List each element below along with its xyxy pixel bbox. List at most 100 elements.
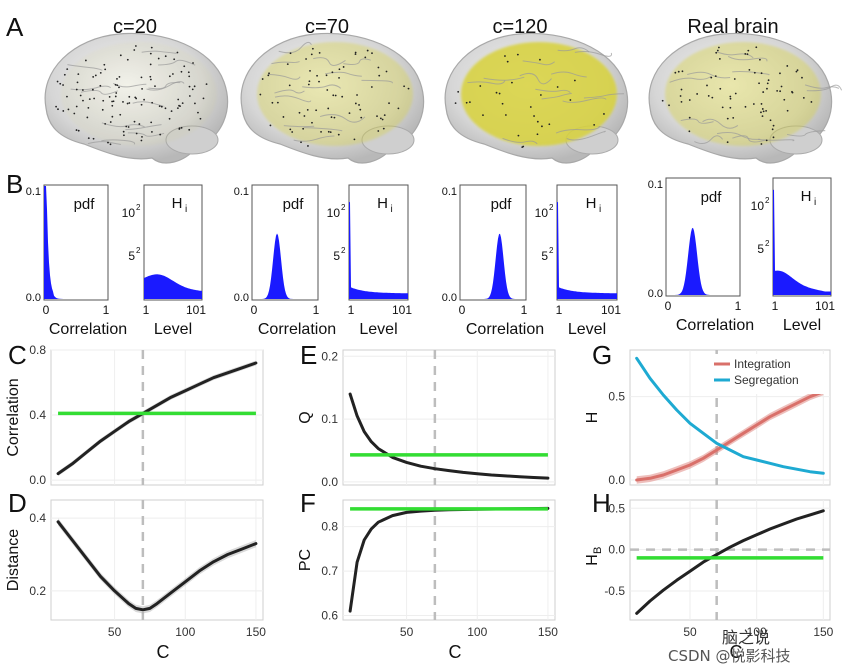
brain-node [178,127,181,130]
pdf-ytick: 0.0 [442,292,457,304]
pdf-ytick: 0.0 [26,292,41,304]
pdf-label: pdf [74,196,96,213]
brain-sulcus [267,73,301,80]
brain-node [715,51,718,54]
brain-sulcus [87,141,121,145]
brain-node [482,114,484,116]
brain-node [779,90,782,93]
brain-node [87,137,90,140]
brain-node [791,91,794,94]
brain-node [126,102,129,105]
brain-node [539,94,542,96]
y-tick-label: 0.2 [29,584,46,598]
plot-c: 0.0 0.4 0.8 Correlation [5,343,264,487]
y-axis-label: Distance [5,529,22,591]
brain-sulcus [550,71,587,78]
hi-ytick-exp: 2 [765,196,770,205]
brain-node [104,122,107,125]
brain-node [99,71,102,74]
brain-node [143,98,145,101]
brain-node [354,51,357,54]
brain-node [164,55,167,58]
y-axis-label: PC [297,549,314,571]
brain-node [140,76,143,79]
hi-ytick: 5 [757,242,764,256]
brain-sulcus [148,82,181,90]
brain-node [371,52,373,55]
brain-node [378,74,381,77]
brain-node [771,128,774,131]
brain-node [149,78,152,81]
brain-node [796,69,799,72]
brain-sulcus [716,132,761,140]
y-tick-label: 0.4 [29,408,46,422]
brain-node [337,133,340,136]
brain-node [661,99,664,102]
brain-node [154,85,156,88]
brain-node [529,106,532,108]
hi-xtick: 101 [601,303,621,317]
brain-node [191,88,194,91]
brain-node [291,131,294,133]
brain-node [79,94,82,97]
hi-xtick: 101 [392,303,412,317]
brain-sulcus [806,84,843,92]
brain-node [732,116,735,119]
brain-node [381,118,384,121]
brain-node [199,117,202,120]
brain-sulcus [343,58,371,65]
brain-node [338,68,341,71]
brain-node [762,91,765,93]
y-axis-label-sub: B [592,547,604,554]
brain-node [123,134,125,137]
brain-sulcus [702,118,739,129]
brain-node [87,106,90,109]
brain-node [307,145,309,147]
brain-sulcus [302,84,342,89]
brain-node [760,72,763,75]
brain-sulcus [467,80,506,85]
pdf-ytick: 0.1 [234,186,249,198]
brain-node [729,106,732,109]
brain-node [726,141,729,144]
brain-node [157,57,160,60]
brain-node [111,115,114,118]
brain-sulcus [786,130,826,137]
hi-xlabel: Level [359,321,397,338]
legend-entry: Integration [734,357,791,371]
brain-node [327,107,330,110]
brain-node [205,83,208,86]
brain-sulcus [566,130,606,141]
hi-ytick-exp: 2 [549,246,554,255]
brain-node [711,96,714,99]
y-tick-label: 0.5 [608,501,625,515]
pdf-xtick: 0 [665,299,672,313]
brain-node [111,104,114,107]
brain-node [116,77,118,80]
brain-node [62,84,64,86]
hi-xlabel: Level [783,317,821,334]
x-tick-label: 150 [538,625,558,639]
brain-node [318,80,320,83]
brain-node [382,127,385,130]
x-tick-label: 150 [813,625,833,639]
brain-node [760,143,763,145]
brain-node [677,70,680,73]
hi-xtick: 1 [772,299,779,313]
brain-sulcus [303,127,343,132]
brain-node [311,121,313,124]
brain-node [696,93,699,95]
line-plots: 0.0 0.4 0.8 Correlation 0.2 0.4 50 100 150 Distan… [5,343,834,662]
brain-node [311,47,314,50]
brain-sulcus [574,50,613,57]
brain-node [747,49,750,52]
brain-sulcus [727,55,768,62]
brains-row: c=20 c=70 c=120 Real brain [44,16,843,164]
brain-sulcus [680,118,714,124]
brain-node [765,139,768,142]
pdf-xlabel: Correlation [258,321,336,338]
pdf-xlabel: Correlation [676,317,754,334]
brain-node [269,124,272,127]
pdf-xtick: 1 [735,299,742,313]
